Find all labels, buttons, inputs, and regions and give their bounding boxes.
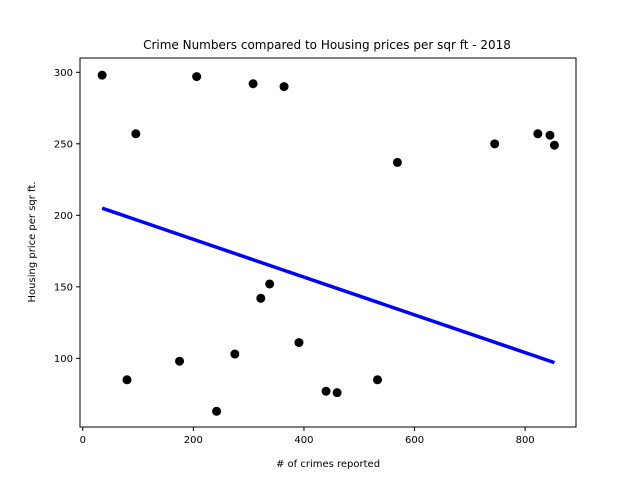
y-tick-label: 250 [54,139,73,150]
data-point [533,129,543,139]
data-point [212,406,222,416]
data-point [321,386,331,396]
data-point [294,338,304,348]
y-tick-label: 150 [54,282,73,293]
data-point [265,279,275,289]
data-point [372,375,382,385]
y-tick-label: 200 [54,211,73,222]
x-tick-label: 400 [294,435,313,446]
data-point [131,129,141,139]
data-point [97,70,107,80]
data-point [392,157,402,167]
data-point [279,82,289,92]
y-tick-label: 100 [54,354,73,365]
data-point [256,293,266,303]
plot-frame [79,57,577,428]
data-point [122,375,132,385]
data-point [248,79,258,89]
y-tick-label: 300 [54,68,73,79]
x-tick-label: 0 [80,435,86,446]
data-point [230,349,240,359]
x-tick-label: 200 [184,435,203,446]
x-axis-ticks: 0 200 400 600 800 [80,427,535,446]
y-axis-ticks: 100 150 200 250 300 [54,68,80,365]
plot-area [97,70,559,416]
data-point [545,130,555,140]
data-point [175,356,185,366]
data-point [192,72,202,82]
regression-line [101,206,556,365]
data-point [549,140,559,150]
x-axis-label: # of crimes reported [276,459,380,470]
x-tick-label: 600 [405,435,424,446]
x-tick-label: 800 [516,435,535,446]
y-axis-label: Housing price per sqr ft. [27,182,38,303]
data-point [490,139,500,149]
chart-title: Crime Numbers compared to Housing prices… [143,38,511,52]
data-point [332,388,342,398]
